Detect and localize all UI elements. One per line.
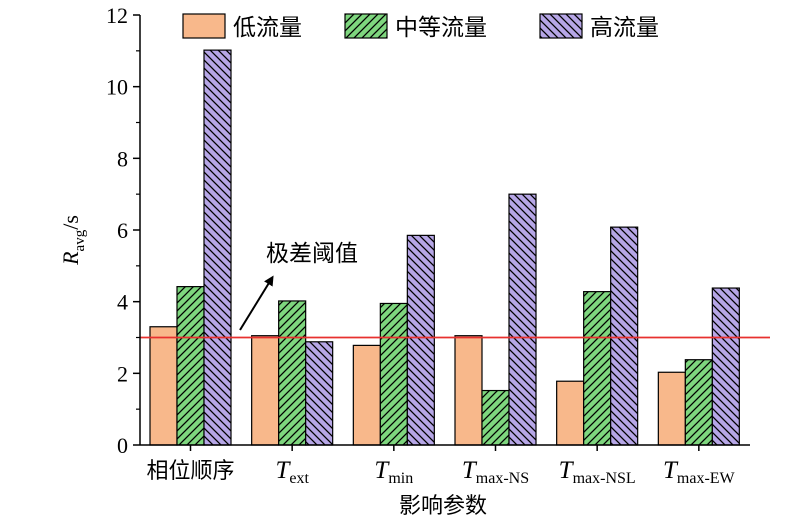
bar-medium-3 xyxy=(481,389,510,446)
legend-label-0: 低流量 xyxy=(233,15,302,41)
bar-low-5 xyxy=(657,371,686,446)
legend: 低流量 中等流量 高流量 xyxy=(182,13,659,41)
bar-medium-2 xyxy=(379,302,408,446)
annotation-text: 极差阈值 xyxy=(266,241,358,267)
threshold-annotation: 极差阈值 xyxy=(239,241,358,331)
bar-medium-4 xyxy=(583,291,612,446)
x-tick-label-1: Text xyxy=(275,457,309,487)
x-axis-label: 影响参数 xyxy=(399,494,487,519)
bar-high-5 xyxy=(711,287,740,446)
annotation-arrow xyxy=(239,275,274,331)
bar-high-1 xyxy=(305,341,334,446)
y-tick-label: 12 xyxy=(106,3,128,28)
y-axis-label: Ravg/s xyxy=(58,215,88,266)
legend-swatch-1 xyxy=(344,13,388,39)
bar-low-0 xyxy=(149,326,178,446)
legend-label-1: 中等流量 xyxy=(395,15,487,41)
bars-group xyxy=(149,49,740,446)
bar-low-3 xyxy=(454,335,483,446)
y-axis-label-main: R xyxy=(58,251,83,266)
bar-high-3 xyxy=(508,193,537,446)
legend-label-2: 高流量 xyxy=(590,15,659,41)
x-tick-label-4: Tmax-NSL xyxy=(559,457,636,487)
legend-swatch-0 xyxy=(182,13,226,39)
bar-medium-1 xyxy=(278,300,307,446)
bar-low-1 xyxy=(251,335,280,446)
x-tick-labels: 相位顺序 Text Tmin Tmax-NS Tmax-NSL Tmax-EW xyxy=(146,445,736,487)
y-ticks: 0 2 4 6 8 10 12 xyxy=(106,3,140,458)
y-axis-label-suffix: /s xyxy=(58,215,83,230)
y-tick-label: 0 xyxy=(117,433,128,458)
x-tick-label-0: 相位顺序 xyxy=(146,459,234,484)
y-tick-label: 6 xyxy=(117,218,128,243)
bar-medium-5 xyxy=(684,359,713,446)
legend-swatch-2 xyxy=(539,13,583,39)
bar-high-0 xyxy=(203,49,232,446)
bar-medium-0 xyxy=(176,286,205,446)
y-tick-label: 10 xyxy=(106,75,128,100)
y-tick-label: 8 xyxy=(117,146,128,171)
y-axis-label-sub: avg xyxy=(72,229,88,251)
x-tick-label-2: Tmin xyxy=(374,457,413,487)
y-tick-label: 4 xyxy=(117,290,128,315)
y-tick-label: 2 xyxy=(117,361,128,386)
x-tick-label-5: Tmax-EW xyxy=(663,457,736,487)
bar-high-2 xyxy=(406,234,435,446)
bar-high-4 xyxy=(610,226,639,446)
bar-low-2 xyxy=(352,344,381,446)
x-tick-label-3: Tmax-NS xyxy=(462,457,529,487)
bar-low-4 xyxy=(556,380,585,446)
